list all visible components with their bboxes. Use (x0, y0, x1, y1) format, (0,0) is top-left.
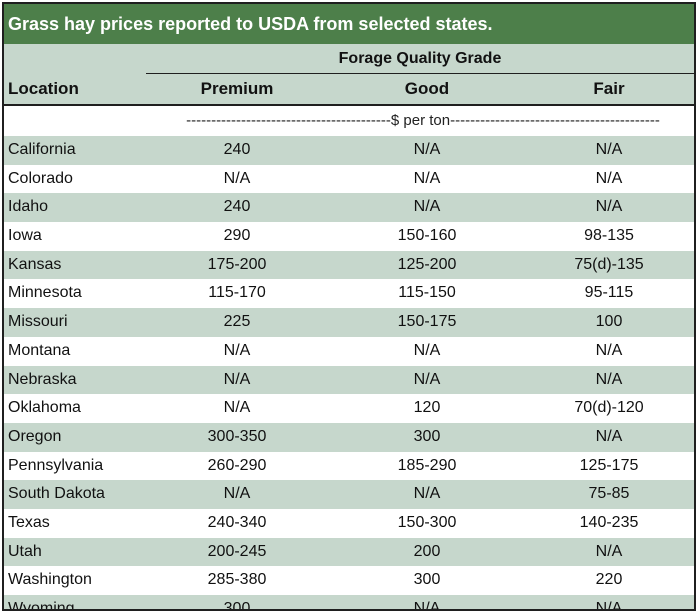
location-cell: Utah (8, 542, 42, 560)
fair-cell: 100 (595, 313, 623, 331)
premium-column-header: Premium (200, 79, 274, 98)
location-cell: Washington (8, 571, 92, 589)
units-row: ----------------------------------------… (4, 106, 694, 136)
premium-cell: N/A (223, 399, 251, 417)
location-cell: Idaho (8, 198, 49, 216)
good-cell: N/A (413, 198, 441, 216)
units-label: ----------------------------------------… (186, 112, 660, 129)
premium-cell: N/A (223, 341, 251, 359)
table-row: Oklahoma N/A 120 70(d)-120 (4, 394, 694, 423)
fair-cell: 75(d)-135 (574, 255, 644, 273)
fair-cell: N/A (595, 600, 623, 611)
grade-header-rule (146, 73, 694, 74)
premium-cell: N/A (223, 370, 251, 388)
table-row: Iowa 290 150-160 98-135 (4, 222, 694, 251)
fair-cell: 140-235 (579, 513, 639, 531)
location-cell: Missouri (8, 313, 68, 331)
good-cell: N/A (413, 141, 441, 158)
good-cell: 200 (413, 542, 441, 560)
table-row: Pennsylvania 260-290 185-290 125-175 (4, 451, 694, 481)
table-row: California 240 N/A N/A (4, 136, 694, 165)
good-cell: 115-150 (398, 284, 456, 302)
premium-cell: 260-290 (207, 456, 267, 474)
premium-cell: N/A (223, 485, 251, 503)
premium-cell: 240-340 (207, 513, 267, 531)
location-cell: Pennsylvania (8, 456, 104, 474)
fair-cell: N/A (595, 141, 623, 158)
grade-group-header: Forage Quality Grade (338, 50, 502, 67)
fair-cell: 75-85 (588, 485, 630, 503)
table-row: Nebraska N/A N/A N/A (4, 365, 694, 395)
fair-cell: 70(d)-120 (574, 399, 644, 417)
premium-cell: 300 (223, 600, 251, 611)
table-row: Montana N/A N/A N/A (4, 336, 694, 366)
fair-cell: 125-175 (579, 456, 639, 474)
premium-cell: 285-380 (207, 571, 267, 589)
fair-cell: 98-135 (584, 227, 634, 245)
location-column-header: Location (8, 79, 79, 98)
location-cell: California (8, 141, 76, 158)
fair-cell: 95-115 (584, 284, 634, 302)
premium-cell: 300-350 (207, 427, 267, 445)
fair-cell: N/A (595, 542, 623, 560)
location-cell: Wyoming (8, 600, 75, 611)
good-cell: 125-200 (397, 255, 457, 273)
location-cell: Oregon (8, 427, 62, 445)
premium-cell: 225 (223, 313, 251, 331)
fair-cell: N/A (595, 427, 623, 445)
table-row: Idaho 240 N/A N/A (4, 193, 694, 223)
good-cell: 300 (413, 571, 441, 589)
table-row: Minnesota 115-170 115-150 95-115 (4, 279, 694, 309)
good-column-header: Good (404, 79, 450, 98)
table-row: Kansas 175-200 125-200 75(d)-135 (4, 250, 694, 280)
premium-cell: N/A (223, 169, 251, 187)
premium-cell: 175-200 (207, 255, 267, 273)
location-cell: Texas (8, 513, 50, 531)
location-cell: Montana (8, 341, 71, 359)
premium-cell: 115-170 (208, 284, 266, 302)
location-cell: Iowa (8, 227, 42, 245)
fair-column-header: Fair (593, 79, 625, 98)
premium-cell: 240 (223, 141, 251, 158)
location-cell: Kansas (8, 255, 62, 273)
location-cell: Minnesota (8, 284, 82, 302)
fair-cell: N/A (595, 341, 623, 359)
premium-cell: 290 (223, 227, 251, 245)
good-cell: 150-160 (397, 227, 457, 245)
table-row: Texas 240-340 150-300 140-235 (4, 508, 694, 538)
good-cell: N/A (413, 370, 441, 388)
table-row: Missouri 225 150-175 100 (4, 308, 694, 337)
good-cell: N/A (413, 341, 441, 359)
good-cell: 150-175 (397, 313, 457, 331)
table-row: Wyoming 300 N/A N/A (4, 595, 694, 611)
good-cell: 150-300 (397, 513, 457, 531)
good-cell: 185-290 (397, 456, 457, 474)
fair-cell: 220 (595, 571, 623, 589)
fair-cell: N/A (595, 169, 623, 187)
good-cell: N/A (413, 600, 441, 611)
good-cell: 120 (413, 399, 441, 417)
location-cell: Nebraska (8, 370, 77, 388)
table-row: Utah 200-245 200 N/A (4, 537, 694, 567)
table-row: Colorado N/A N/A N/A (4, 164, 694, 194)
table-title: Grass hay prices reported to USDA from s… (4, 4, 694, 44)
good-cell: N/A (413, 485, 441, 503)
table-row: Washington 285-380 300 220 (4, 566, 694, 595)
location-cell: South Dakota (8, 485, 105, 503)
fair-cell: N/A (595, 198, 623, 216)
table-header: Forage Quality Grade Location Premium Go… (4, 44, 694, 106)
location-cell: Colorado (8, 169, 73, 187)
premium-cell: 200-245 (207, 542, 267, 560)
good-cell: N/A (413, 169, 441, 187)
premium-cell: 240 (223, 198, 251, 216)
location-cell: Oklahoma (8, 399, 81, 417)
fair-cell: N/A (595, 370, 623, 388)
good-cell: 300 (413, 427, 441, 445)
table-row: Oregon 300-350 300 N/A (4, 422, 694, 452)
table-row: South Dakota N/A N/A 75-85 (4, 480, 694, 509)
table-body: California 240 N/A N/A Colorado N/A N/A N/A Idah… (4, 136, 694, 611)
